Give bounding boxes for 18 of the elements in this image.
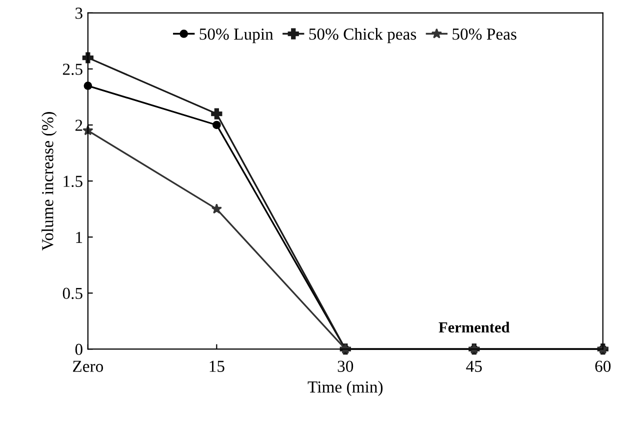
- y-tick-label: 1.5: [64, 176, 82, 188]
- y-tick-label: 2: [75, 120, 82, 131]
- y-tick-label: 3: [76, 8, 82, 19]
- y-tick-label: 0.5: [62, 288, 82, 300]
- x-axis-title: Time (min): [308, 380, 383, 396]
- y-axis-title: Volume increase (%): [42, 112, 57, 251]
- x-tick-label: Zero: [72, 360, 104, 372]
- y-tick-label: 0: [75, 344, 82, 356]
- y-tick-label: 2.5: [62, 64, 82, 75]
- x-tick-label: 30: [338, 360, 354, 372]
- legend-label: 50% Chick peas: [309, 28, 416, 44]
- y-tick-label: 1: [76, 232, 82, 243]
- x-tick-label: 45: [466, 360, 482, 372]
- x-tick-label: 15: [210, 360, 224, 372]
- legend-label: 50% Peas: [452, 28, 516, 40]
- legend-label: 50% Lupin: [200, 28, 274, 44]
- x-tick-label: 60: [595, 360, 611, 372]
- annotation: Fermented: [438, 322, 510, 333]
